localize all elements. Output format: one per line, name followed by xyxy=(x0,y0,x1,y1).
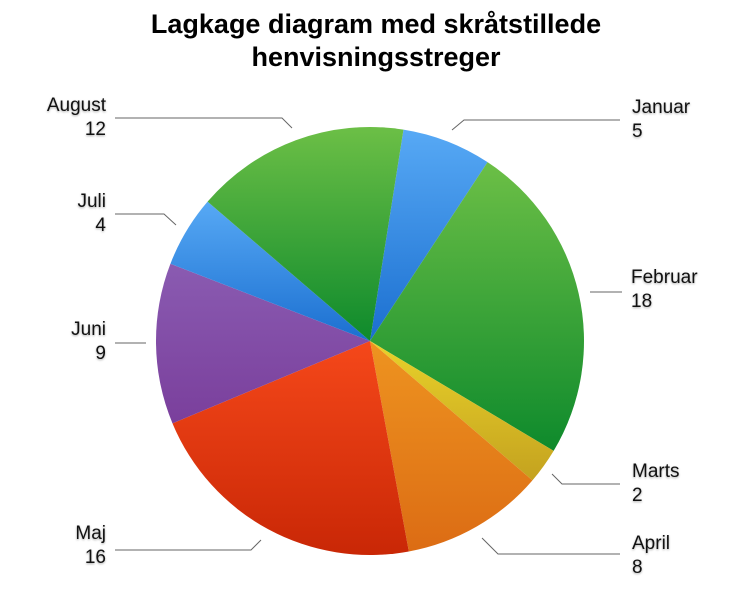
leader-line-januar xyxy=(451,119,620,131)
leader-line-marts xyxy=(551,473,620,485)
label-januar: Januar 5 xyxy=(632,96,690,144)
pie-slice-januar xyxy=(370,129,488,341)
label-juli: Juli 4 xyxy=(77,190,106,238)
leader-lines xyxy=(115,117,622,555)
label-value: 12 xyxy=(84,119,106,140)
label-name: Januar xyxy=(632,97,691,118)
label-name: Marts xyxy=(632,461,680,482)
leader-line-maj xyxy=(115,539,262,551)
pie-slice-maj xyxy=(172,341,409,555)
label-name: Juli xyxy=(77,191,106,212)
label-marts: Marts 2 xyxy=(632,460,680,508)
label-name: April xyxy=(632,533,671,554)
label-value: 5 xyxy=(632,121,643,142)
label-maj: Maj 16 xyxy=(75,522,106,570)
leader-line-juli xyxy=(115,213,177,226)
pie-slice-marts xyxy=(370,341,554,481)
pie-slice-februar xyxy=(370,162,584,451)
pie-slice-juli xyxy=(170,201,370,341)
label-value: 16 xyxy=(84,547,106,568)
chart-title: Lagkage diagram med skråtstillede henvis… xyxy=(150,9,602,72)
leader-line-august xyxy=(115,117,293,129)
label-value: 4 xyxy=(95,215,106,236)
label-name: Juni xyxy=(71,319,106,340)
leader-line-april xyxy=(481,537,620,555)
pie-slices xyxy=(156,126,584,555)
label-name: Februar xyxy=(631,267,698,288)
label-april: April 8 xyxy=(632,532,670,580)
pie-slice-april xyxy=(370,341,533,552)
label-juni: Juni 9 xyxy=(71,318,106,366)
label-februar: Februar 18 xyxy=(631,266,698,314)
pie-slice-juni xyxy=(156,263,370,424)
label-value: 8 xyxy=(632,557,643,578)
label-value: 9 xyxy=(95,343,106,364)
label-august: August 12 xyxy=(47,94,106,142)
label-value: 2 xyxy=(632,485,643,506)
label-name: Maj xyxy=(75,523,106,544)
label-value: 18 xyxy=(631,291,653,312)
pie-slice-august xyxy=(207,126,404,341)
label-name: August xyxy=(46,95,106,116)
